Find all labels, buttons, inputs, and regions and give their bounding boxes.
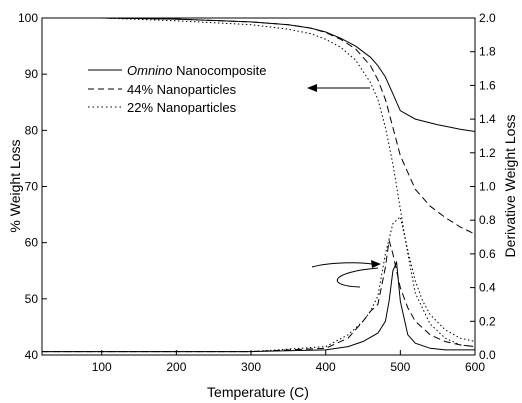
right-tick-label: 0.0	[479, 348, 496, 362]
left-tick-label: 50	[25, 292, 39, 306]
legend-label-dotted: 22% Nanoparticles	[127, 100, 237, 115]
right-tick-label: 1.4	[479, 112, 496, 126]
legend: Omnino Nanocomposite 44% Nanoparticles 2…	[88, 63, 266, 115]
right-axis-arrowhead	[371, 260, 381, 268]
series-line-right-dotted	[42, 215, 476, 353]
left-tick-label: 90	[25, 67, 39, 81]
x-tick-label: 400	[316, 360, 336, 374]
x-tick-label: 300	[241, 360, 261, 374]
right-tick-label: 0.8	[479, 213, 496, 227]
legend-label-solid: Omnino Nanocomposite	[127, 63, 266, 78]
right-tick-label: 1.2	[479, 146, 496, 160]
x-tick-label: 600	[465, 360, 485, 374]
x-tick-label: 100	[92, 360, 112, 374]
series-line-right-solid	[42, 260, 475, 353]
x-axis-ticks: 100 200 300 400 500 600	[92, 350, 485, 374]
right-axis-label: Derivative Weight Loss	[502, 115, 518, 258]
left-tick-label: 100	[18, 11, 38, 25]
right-tick-label: 1.6	[479, 78, 496, 92]
right-tick-label: 2.0	[479, 11, 496, 25]
left-axis-label: % Weight Loss	[7, 139, 23, 232]
right-axis-curved-arrow	[311, 262, 379, 288]
right-tick-label: 1.8	[479, 45, 496, 59]
right-tick-label: 1.0	[479, 180, 496, 194]
x-axis-label: Temperature (C)	[207, 384, 309, 400]
series-line-left-solid	[42, 17, 476, 132]
legend-label-dashed: 44% Nanoparticles	[127, 82, 237, 97]
right-tick-label: 0.4	[479, 281, 496, 295]
series-line-right-dashed	[42, 240, 476, 353]
right-tick-label: 0.6	[479, 247, 496, 261]
series-layer	[42, 17, 476, 353]
right-axis-ticks: 0.0 0.2 0.4 0.6 0.8 1.0 1.2 1.4 1.6 1.8 2.0	[470, 11, 496, 362]
left-axis-ticks: 40 50 60 70 80 90 100	[18, 11, 47, 362]
x-tick-label: 200	[166, 360, 186, 374]
series-line-left-dashed	[42, 17, 476, 235]
left-tick-label: 70	[25, 180, 39, 194]
x-tick-label: 500	[390, 360, 410, 374]
right-tick-label: 0.2	[479, 314, 496, 328]
left-tick-label: 60	[25, 236, 39, 250]
left-tick-label: 40	[25, 348, 39, 362]
left-tick-label: 80	[25, 123, 39, 137]
